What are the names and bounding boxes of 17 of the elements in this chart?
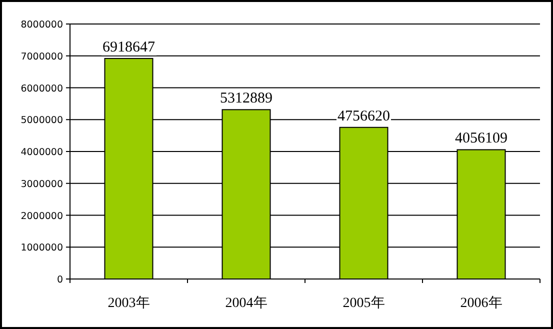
- y-tick-label: 7000000: [20, 51, 63, 62]
- x-tick-label: 2005年: [342, 295, 385, 311]
- y-tick-label: 2000000: [20, 210, 63, 222]
- x-tick-label: 2004年: [225, 295, 268, 311]
- x-tick-label: 2003年: [108, 295, 150, 311]
- y-tick-label: 6000000: [20, 83, 63, 94]
- y-tick-label: 4000000: [20, 147, 63, 158]
- data-label: 4756620: [338, 108, 390, 124]
- y-tick-label: 3000000: [20, 178, 63, 190]
- y-tick-label: 1000000: [20, 242, 63, 254]
- x-tick-label: 2006年: [460, 295, 502, 311]
- data-label: 6918647: [102, 39, 156, 56]
- data-label: 4056109: [455, 130, 508, 147]
- y-tick-label: 8000000: [20, 20, 63, 30]
- y-tick-label: 5000000: [20, 115, 63, 126]
- y-tick-label: 0: [56, 274, 63, 286]
- data-label: 5312889: [220, 90, 272, 107]
